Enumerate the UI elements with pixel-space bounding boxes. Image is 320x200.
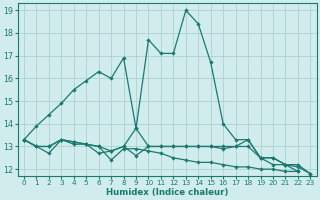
X-axis label: Humidex (Indice chaleur): Humidex (Indice chaleur) — [106, 188, 228, 197]
